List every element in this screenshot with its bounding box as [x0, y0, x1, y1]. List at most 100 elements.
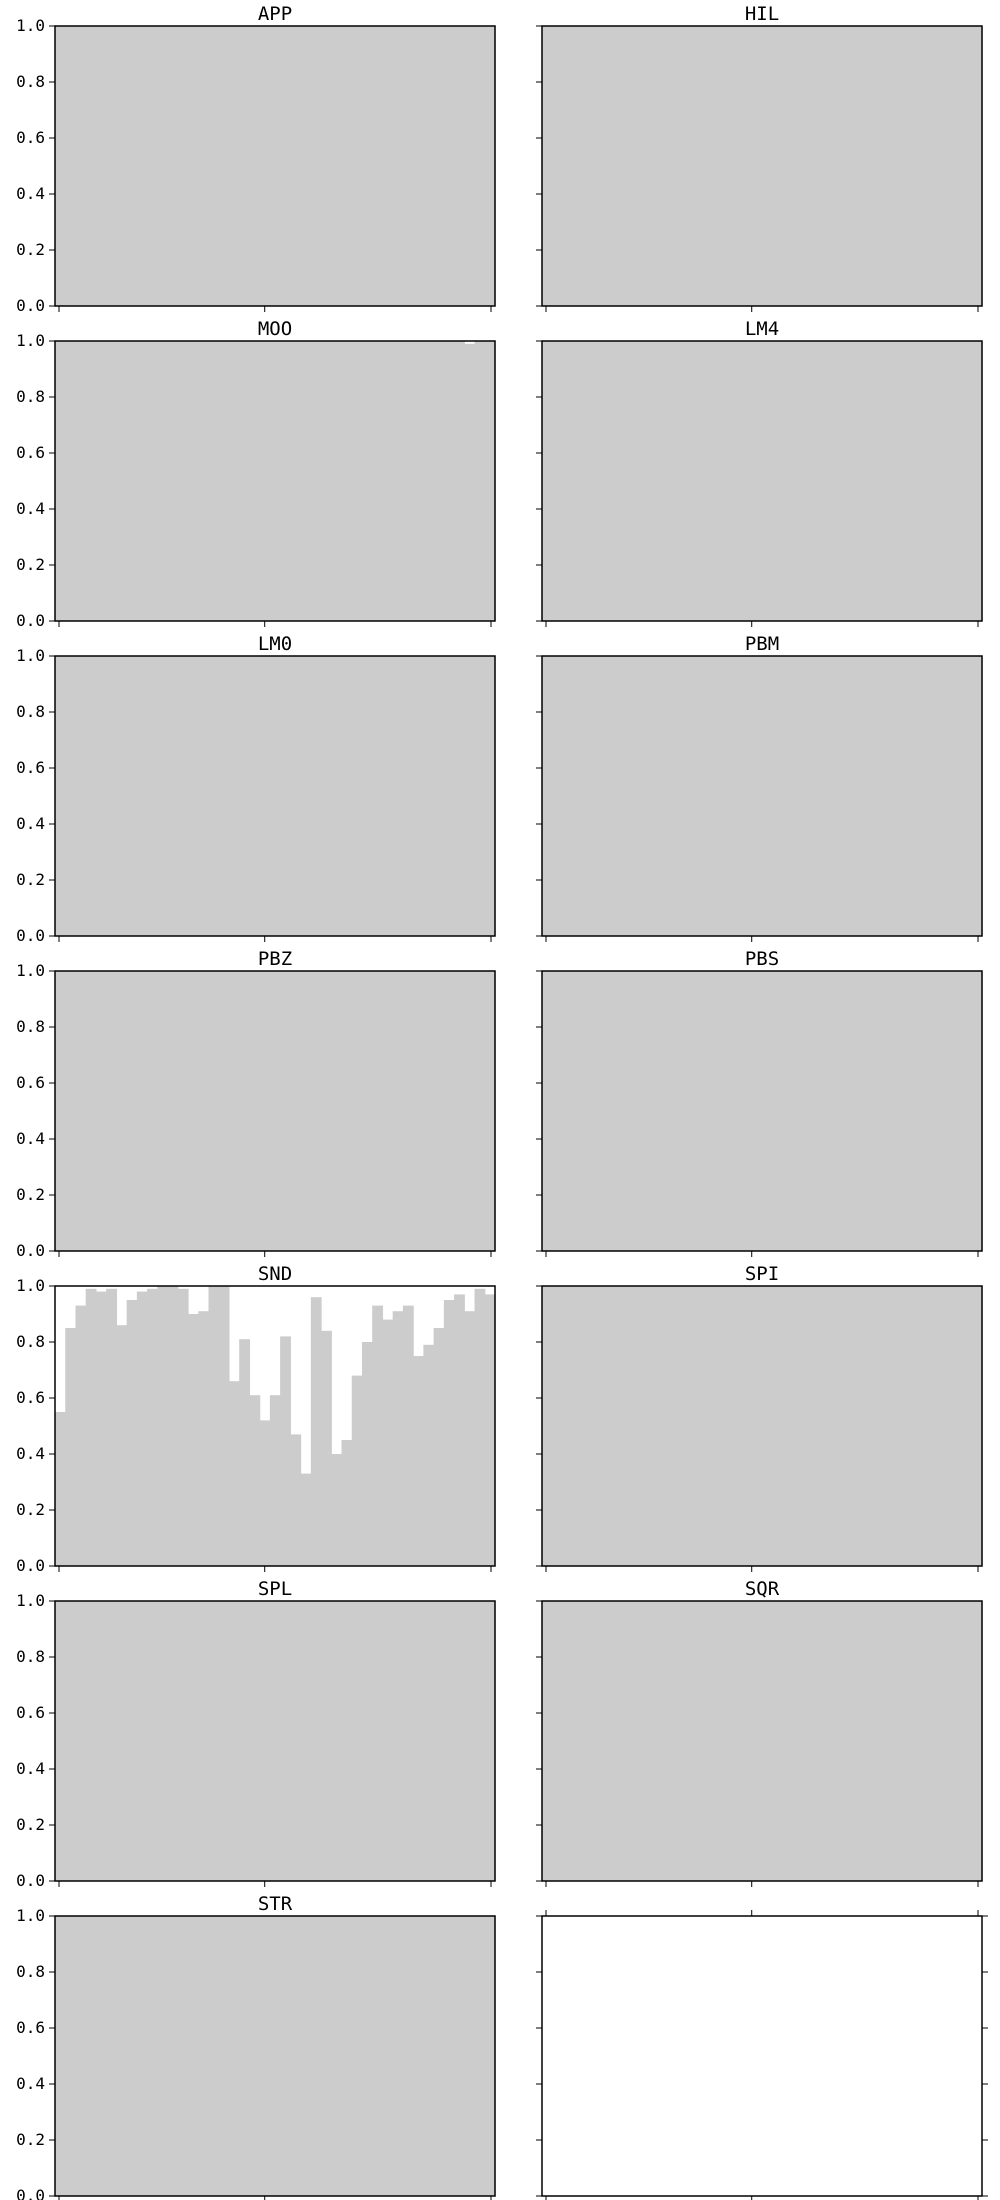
bar	[75, 656, 87, 936]
bar	[613, 971, 625, 1251]
bar	[218, 1601, 230, 1881]
bar	[572, 971, 584, 1251]
bar	[280, 26, 291, 306]
bar	[582, 341, 594, 621]
bar	[167, 1286, 179, 1566]
bar	[797, 1286, 809, 1566]
bar	[382, 971, 394, 1251]
bar	[147, 656, 158, 936]
bar	[613, 1601, 625, 1881]
y-tick-label: 0.4	[16, 814, 45, 833]
bar	[930, 971, 942, 1251]
bar	[961, 1286, 973, 1566]
bar	[542, 341, 553, 621]
bar	[474, 971, 486, 1251]
bar	[167, 656, 179, 936]
bar	[290, 341, 302, 621]
panel-title: SPL	[258, 1578, 292, 1600]
bar	[572, 341, 584, 621]
bar	[65, 26, 77, 306]
bar	[736, 656, 748, 936]
bar	[756, 656, 768, 936]
bar	[797, 1601, 809, 1881]
bar	[695, 1601, 707, 1881]
bar	[930, 656, 942, 936]
bar	[920, 341, 932, 621]
bar	[95, 1916, 107, 2196]
axes-frame	[54, 1915, 496, 2197]
bar	[961, 1601, 973, 1881]
bar	[777, 971, 789, 1251]
bar	[675, 1286, 686, 1566]
bar	[654, 341, 666, 621]
bar	[423, 1601, 435, 1881]
bar	[484, 1916, 496, 2196]
bar	[331, 971, 343, 1251]
y-tick-label: 0.8	[16, 1332, 45, 1351]
bar	[280, 1336, 291, 1566]
bar	[443, 656, 455, 936]
bar	[269, 1916, 281, 2196]
bar	[715, 1601, 727, 1881]
bar	[361, 1601, 373, 1881]
panel-snd: SND 0.0 0.2 0.4 0.6 0.8 1.0	[16, 1263, 496, 1575]
bar	[654, 1286, 666, 1566]
bar	[198, 1311, 210, 1566]
bar	[828, 656, 840, 936]
panel-title: STR	[258, 1893, 293, 1915]
bar	[126, 1916, 138, 2196]
y-tick-label: 0.2	[16, 555, 45, 574]
bar	[136, 656, 148, 936]
axes-frame	[54, 655, 496, 937]
bar	[65, 1328, 77, 1566]
bar	[147, 341, 158, 621]
bar	[634, 656, 645, 936]
panel-moo: MOO 0.0 0.2 0.4 0.6 0.8 1.0	[16, 318, 496, 630]
bar	[331, 656, 343, 936]
bar	[705, 656, 717, 936]
bar	[593, 656, 604, 936]
bar	[106, 26, 117, 306]
y-tick-label: 0.4	[16, 2074, 45, 2093]
bar	[177, 1288, 189, 1566]
bar	[552, 656, 564, 936]
y-tick-label: 0.8	[16, 1962, 45, 1981]
bar	[756, 1286, 768, 1566]
bar	[341, 26, 353, 306]
bar	[756, 26, 768, 306]
bar	[300, 1473, 312, 1566]
bar	[910, 656, 922, 936]
bar	[402, 1601, 414, 1881]
bar	[869, 656, 881, 936]
bar	[859, 1286, 871, 1566]
bar	[552, 1286, 564, 1566]
bar	[715, 341, 727, 621]
bar	[582, 971, 594, 1251]
bar	[106, 341, 117, 621]
bar	[310, 1916, 322, 2196]
bar	[808, 656, 819, 936]
bar	[664, 341, 676, 621]
bar	[402, 1305, 414, 1566]
bar	[331, 26, 343, 306]
bar	[464, 1311, 476, 1566]
y-tick-label: 1.0	[16, 1591, 45, 1610]
bar	[228, 26, 240, 306]
y-tick-label: 0.6	[16, 443, 45, 462]
bar	[413, 656, 424, 936]
bar	[147, 971, 158, 1251]
bar	[310, 26, 322, 306]
bar	[157, 1601, 169, 1881]
bar	[726, 1286, 738, 1566]
bar	[879, 26, 891, 306]
bar	[746, 341, 758, 621]
bar	[634, 341, 645, 621]
bar	[675, 341, 686, 621]
bar	[695, 26, 707, 306]
bar	[218, 656, 230, 936]
bar	[838, 1601, 850, 1881]
bar	[433, 1328, 445, 1566]
bar	[464, 1601, 476, 1881]
bar	[249, 1601, 261, 1881]
bar	[198, 971, 210, 1251]
